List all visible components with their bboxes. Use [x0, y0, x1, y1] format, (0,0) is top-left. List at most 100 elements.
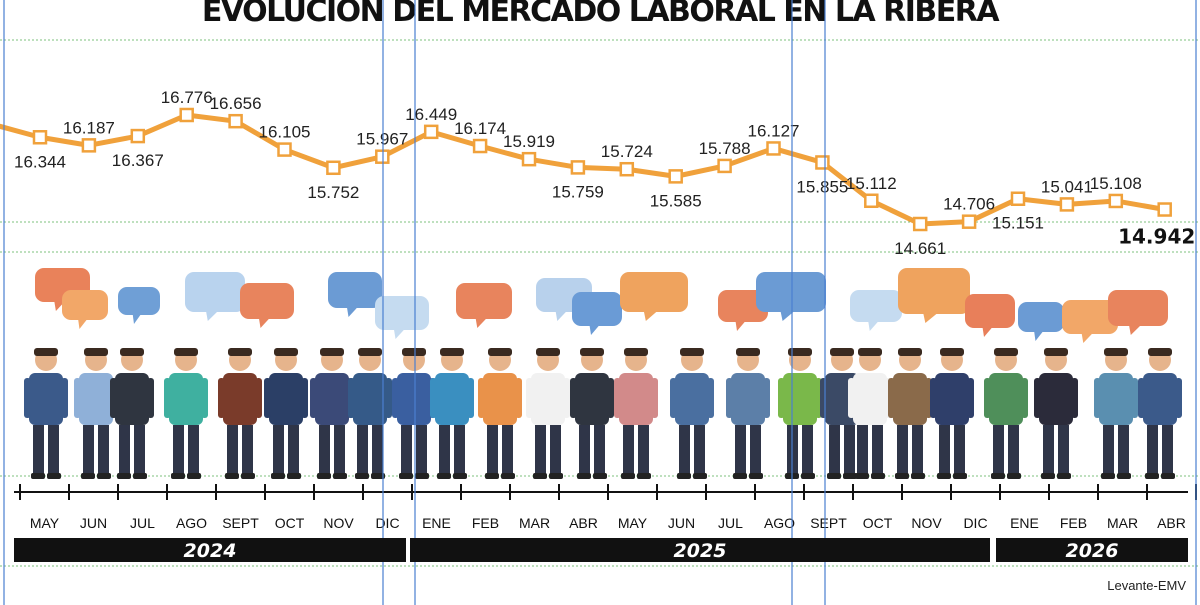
- worker-figure-icon: [392, 348, 436, 479]
- worker-figure-icon: [164, 348, 208, 479]
- data-label: 15.151: [992, 214, 1044, 233]
- data-label: 15.759: [552, 182, 604, 201]
- x-tick-label: DIC: [963, 515, 987, 531]
- data-point: [815, 155, 830, 170]
- data-label: 15.112: [846, 174, 897, 193]
- x-tick-label: ENE: [1010, 515, 1039, 531]
- speech-bubble-icon: [118, 287, 160, 324]
- worker-figure-icon: [570, 348, 614, 479]
- speech-bubble-icon: [850, 290, 902, 331]
- x-tick-label: JUN: [668, 515, 695, 531]
- speech-bubble-icon: [62, 290, 108, 329]
- x-tick-label: OCT: [863, 515, 893, 531]
- x-tick-label: JUL: [718, 515, 743, 531]
- data-label: 15.585: [650, 191, 702, 210]
- x-tick-label: ABR: [569, 515, 598, 531]
- x-tick-label: MAR: [519, 515, 550, 531]
- data-point: [668, 169, 683, 184]
- speech-bubble-icon: [620, 272, 688, 321]
- speech-bubble-icon: [185, 272, 245, 321]
- data-point: [277, 142, 292, 157]
- worker-figure-icon: [348, 348, 392, 479]
- data-label: 16.656: [210, 94, 262, 113]
- speech-bubble-icon: [572, 292, 622, 335]
- speech-bubble-icon: [756, 272, 826, 321]
- data-point: [375, 149, 390, 164]
- speech-bubble-icon: [456, 283, 512, 328]
- data-label: 15.752: [307, 183, 359, 202]
- worker-figure-icon: [778, 348, 822, 479]
- data-label: 16.105: [259, 123, 311, 142]
- worker-figure-icon: [670, 348, 714, 479]
- year-bar-2025: 2025: [410, 538, 990, 562]
- data-label: 16.187: [63, 118, 115, 137]
- worker-figure-icon: [264, 348, 308, 479]
- worker-figure-icon: [1094, 348, 1138, 479]
- year-label-2026: 2026: [1065, 540, 1119, 562]
- data-point: [32, 130, 48, 145]
- data-point: [570, 160, 586, 175]
- speech-bubble-icon: [328, 272, 382, 317]
- data-label: 14.706: [943, 195, 995, 214]
- data-label: 15.108: [1090, 174, 1142, 193]
- worker-figure-icon: [984, 348, 1028, 479]
- speech-bubbles: [35, 268, 1168, 343]
- data-label: 16.127: [748, 121, 800, 140]
- data-point: [1157, 202, 1172, 217]
- worker-figure-icon: [110, 348, 154, 479]
- worker-figure-icon: [614, 348, 658, 479]
- worker-figure-icon: [24, 348, 68, 479]
- x-tick-label: OCT: [275, 515, 305, 531]
- worker-figure-icon: [1138, 348, 1182, 479]
- series-line: [39, 112, 1166, 227]
- data-point: [472, 138, 488, 154]
- worker-figure-icon: [430, 348, 474, 479]
- speech-bubble-icon: [718, 290, 768, 331]
- x-tick-label: SEPT: [222, 515, 259, 531]
- data-point: [1108, 193, 1124, 209]
- data-point: [423, 124, 439, 140]
- worker-figure-icon: [930, 348, 974, 479]
- data-label: 15.788: [699, 139, 751, 158]
- x-tick-label: ENE: [422, 515, 451, 531]
- worker-figure-icon: [526, 348, 570, 479]
- data-point: [864, 193, 879, 209]
- data-label: 15.041: [1041, 177, 1093, 196]
- worker-figure-icon: [888, 348, 932, 479]
- data-point: [717, 158, 732, 174]
- year-bar-2026: 2026: [996, 538, 1188, 562]
- data-label: 14.661: [894, 239, 946, 258]
- data-point: [766, 141, 781, 156]
- x-tick-label: DIC: [375, 515, 399, 531]
- data-label: 16.449: [405, 105, 457, 124]
- worker-figure-icon: [218, 348, 262, 479]
- data-label: 16.367: [112, 151, 164, 170]
- x-tick-label: ABR: [1157, 515, 1186, 531]
- speech-bubble-icon: [1062, 300, 1118, 343]
- x-tick-label: SEPT: [810, 515, 847, 531]
- data-point: [1010, 191, 1026, 206]
- x-tick-label: MAR: [1107, 515, 1138, 531]
- data-label: 15.919: [503, 132, 555, 151]
- source-credit: Levante-EMV: [1107, 578, 1186, 593]
- x-tick-label: MAY: [618, 515, 648, 531]
- year-label-2025: 2025: [673, 540, 727, 562]
- chart-title: EVOLUCIÓN DEL MERCADO LABORAL EN LA RIBE…: [201, 0, 1000, 29]
- x-tick-label: FEB: [1060, 515, 1087, 531]
- x-tick-label: JUN: [80, 515, 107, 531]
- x-tick-label: AGO: [764, 515, 795, 531]
- data-label: 16.776: [161, 88, 213, 107]
- data-label: 15.967: [356, 130, 408, 149]
- x-tick-label: MAY: [30, 515, 60, 531]
- worker-figures: [24, 348, 1182, 479]
- data-point: [228, 113, 243, 129]
- speech-bubble-icon: [1018, 302, 1064, 341]
- data-point: [619, 161, 635, 177]
- data-label: 14.942: [1118, 225, 1195, 249]
- year-bar-2024: 2024: [14, 538, 406, 562]
- data-point: [912, 216, 928, 232]
- data-point: [326, 160, 341, 176]
- speech-bubble-icon: [1108, 290, 1168, 335]
- data-point: [130, 128, 146, 144]
- x-tick-label: NOV: [911, 515, 942, 531]
